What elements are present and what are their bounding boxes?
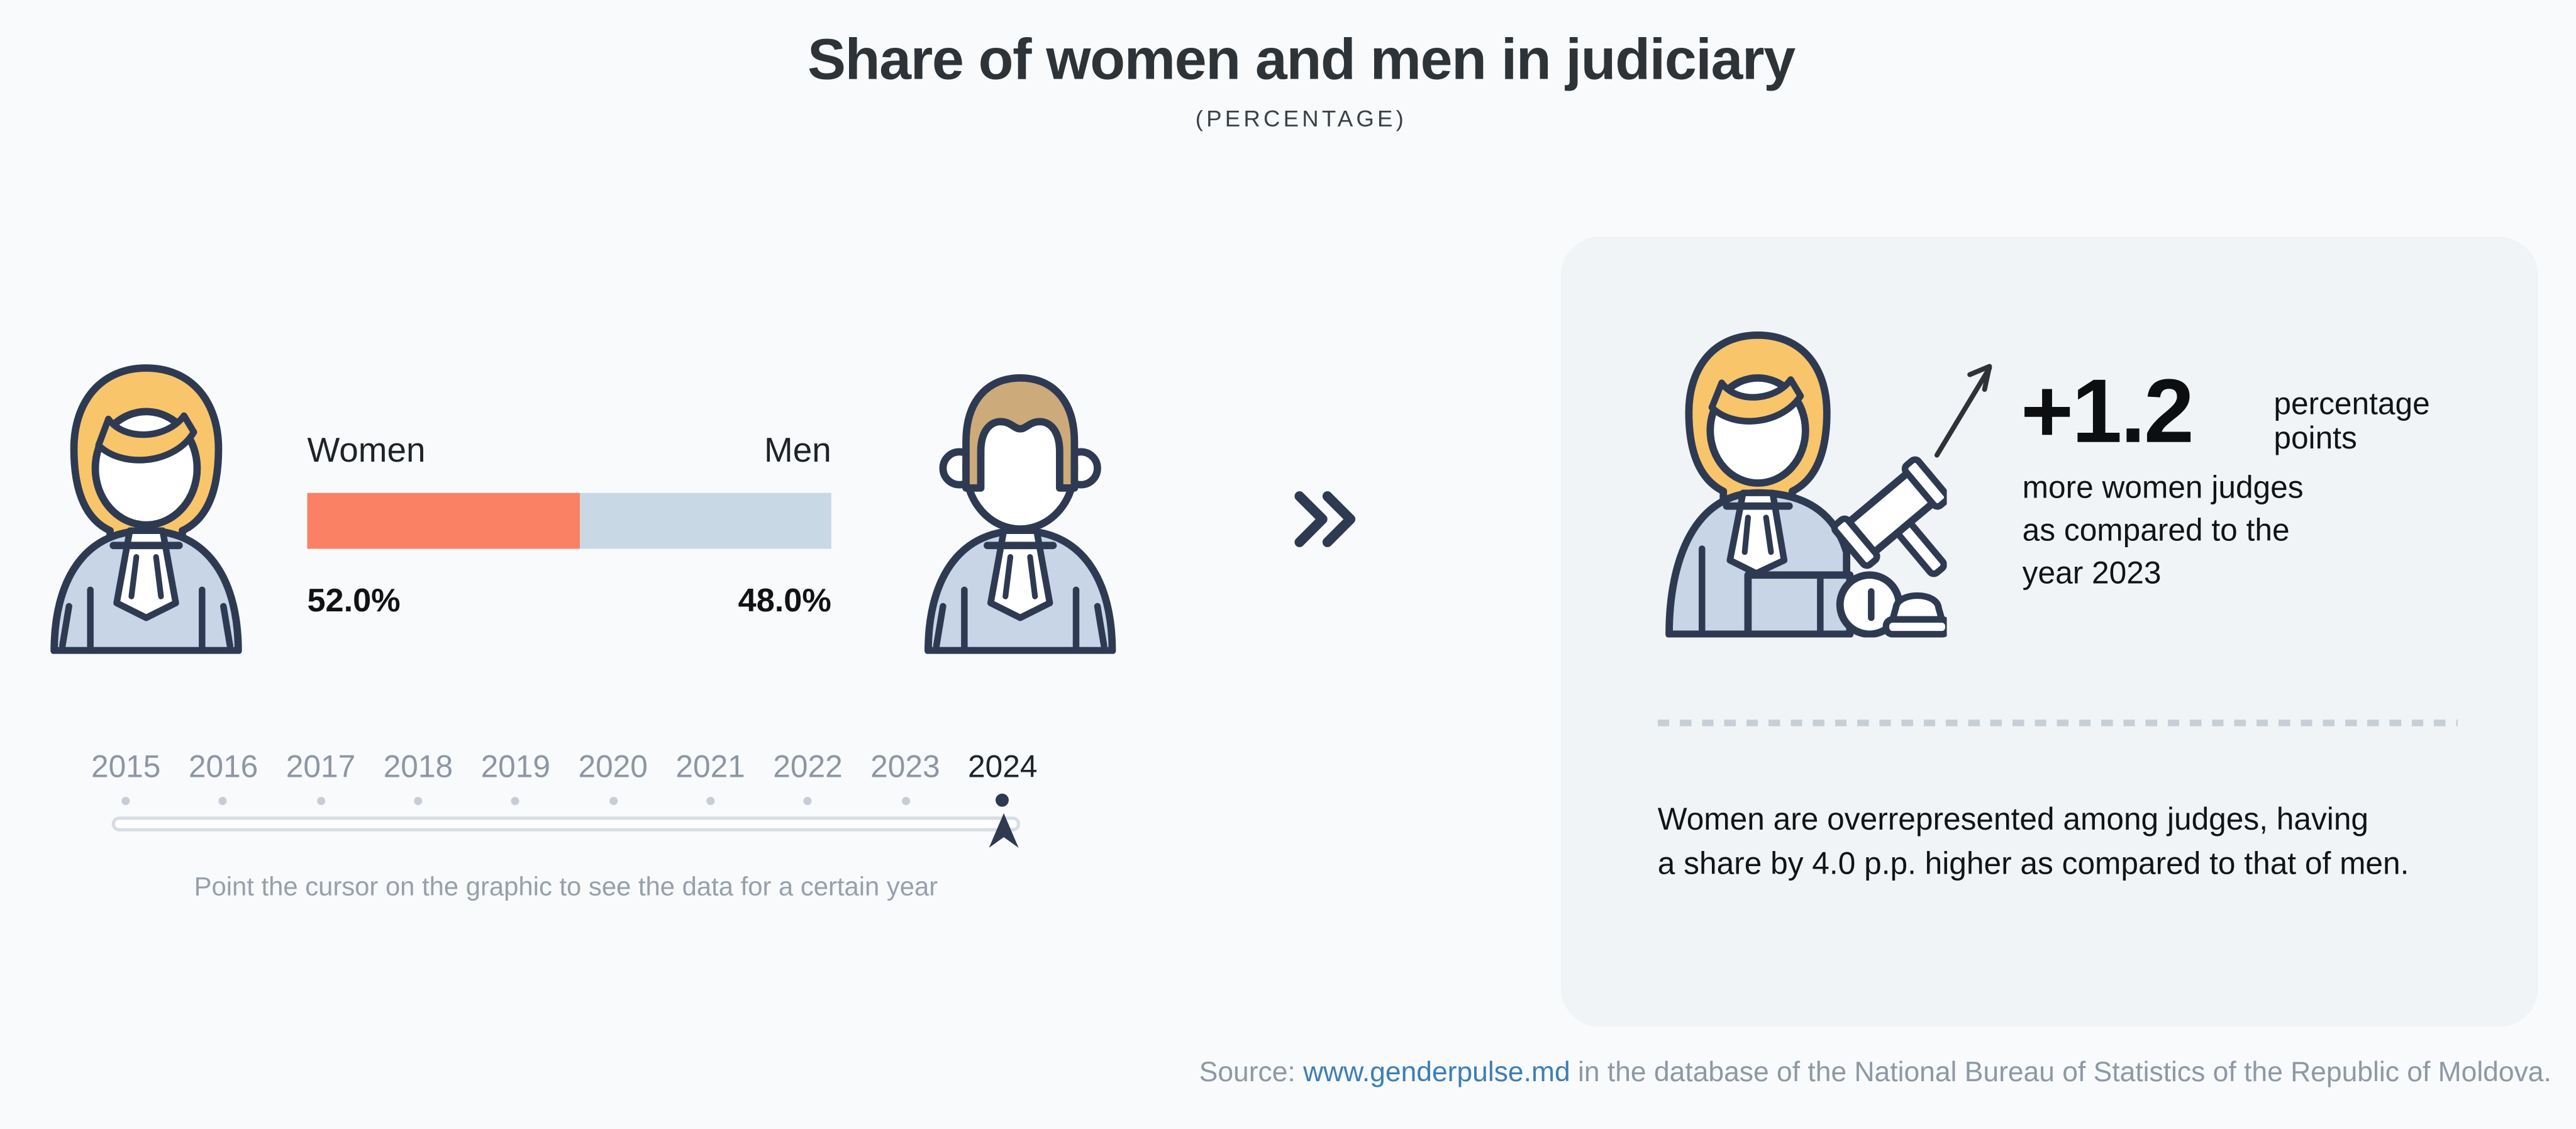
man-judge-icon <box>924 374 1116 654</box>
timeline-year-2019[interactable]: 2019 <box>467 752 564 806</box>
year-dot <box>901 796 909 805</box>
timeline-year-2024[interactable]: 2024 <box>954 750 1052 807</box>
bar-values: 52.0% 48.0% <box>307 583 831 621</box>
delta-description: more women judges as compared to the yea… <box>2022 471 2304 592</box>
timeline-year-2017[interactable]: 2017 <box>272 752 370 806</box>
source-suffix: in the database of the National Bureau o… <box>1570 1056 2551 1088</box>
timeline-year-2022[interactable]: 2022 <box>759 752 857 806</box>
source-line: Source: www.genderpulse.md in the databa… <box>1199 1057 2551 1089</box>
bar-legend: Women Men <box>307 432 831 472</box>
timeline-year-2016[interactable]: 2016 <box>175 752 272 806</box>
year-label: 2023 <box>870 750 940 786</box>
bar-segment-men[interactable] <box>579 492 831 549</box>
year-dot <box>803 796 813 805</box>
year-dot <box>414 796 423 805</box>
insight-panel: +1.2 percentage points more women judges… <box>1560 236 2538 1027</box>
year-label: 2018 <box>383 750 453 786</box>
timeline-years: 2015 2016 2017 2018 2019 2020 2021 2022 2023 2024 <box>77 750 1052 807</box>
year-label: 2017 <box>286 750 356 786</box>
timeline-slider-track[interactable] <box>111 816 1021 831</box>
delta-unit: percentage points <box>2273 387 2430 457</box>
year-label: 2021 <box>675 750 745 786</box>
year-dot <box>706 796 715 805</box>
timeline-hint: Point the cursor on the graphic to see t… <box>194 874 938 903</box>
share-bar <box>307 492 831 549</box>
year-dot <box>219 796 228 805</box>
year-dot <box>511 796 520 805</box>
page-subtitle: (PERCENTAGE) <box>1195 105 1407 131</box>
women-value: 52.0% <box>307 583 401 620</box>
trend-up-arrow-icon <box>1934 364 1992 458</box>
timeline-year-2023[interactable]: 2023 <box>857 752 954 806</box>
year-dot <box>316 796 325 805</box>
timeline-year-2015[interactable]: 2015 <box>77 752 175 806</box>
timeline-cursor-icon[interactable] <box>989 813 1019 848</box>
panel-summary: Women are overrepresented among judges, … <box>1657 803 2409 882</box>
year-label: 2022 <box>773 750 843 786</box>
double-chevron-right-icon <box>1294 491 1356 547</box>
timeline-year-2018[interactable]: 2018 <box>369 752 467 806</box>
year-label: 2019 <box>480 750 551 786</box>
woman-judge-icon <box>50 364 242 654</box>
year-dot <box>609 796 618 805</box>
header: Share of women and men in judiciary (PER… <box>26 28 2576 131</box>
women-label: Women <box>307 432 426 470</box>
timeline-year-2020[interactable]: 2020 <box>564 752 662 806</box>
men-value: 48.0% <box>738 583 831 620</box>
source-link[interactable]: www.genderpulse.md <box>1303 1056 1570 1088</box>
year-label: 2020 <box>578 750 648 786</box>
source-prefix: Source: <box>1199 1056 1304 1088</box>
men-label: Men <box>764 432 831 470</box>
woman-judge-gavel-icon <box>1665 331 1947 638</box>
page-title: Share of women and men in judiciary <box>807 28 1796 92</box>
bar-segment-women[interactable] <box>307 492 580 549</box>
year-dot <box>121 796 130 805</box>
delta-value: +1.2 <box>2021 360 2194 462</box>
year-dot <box>996 793 1009 807</box>
timeline-year-2021[interactable]: 2021 <box>662 752 759 806</box>
year-label: 2015 <box>91 750 161 786</box>
year-label: 2016 <box>188 750 258 786</box>
dashed-divider <box>1657 720 2458 726</box>
year-label: 2024 <box>968 750 1038 786</box>
